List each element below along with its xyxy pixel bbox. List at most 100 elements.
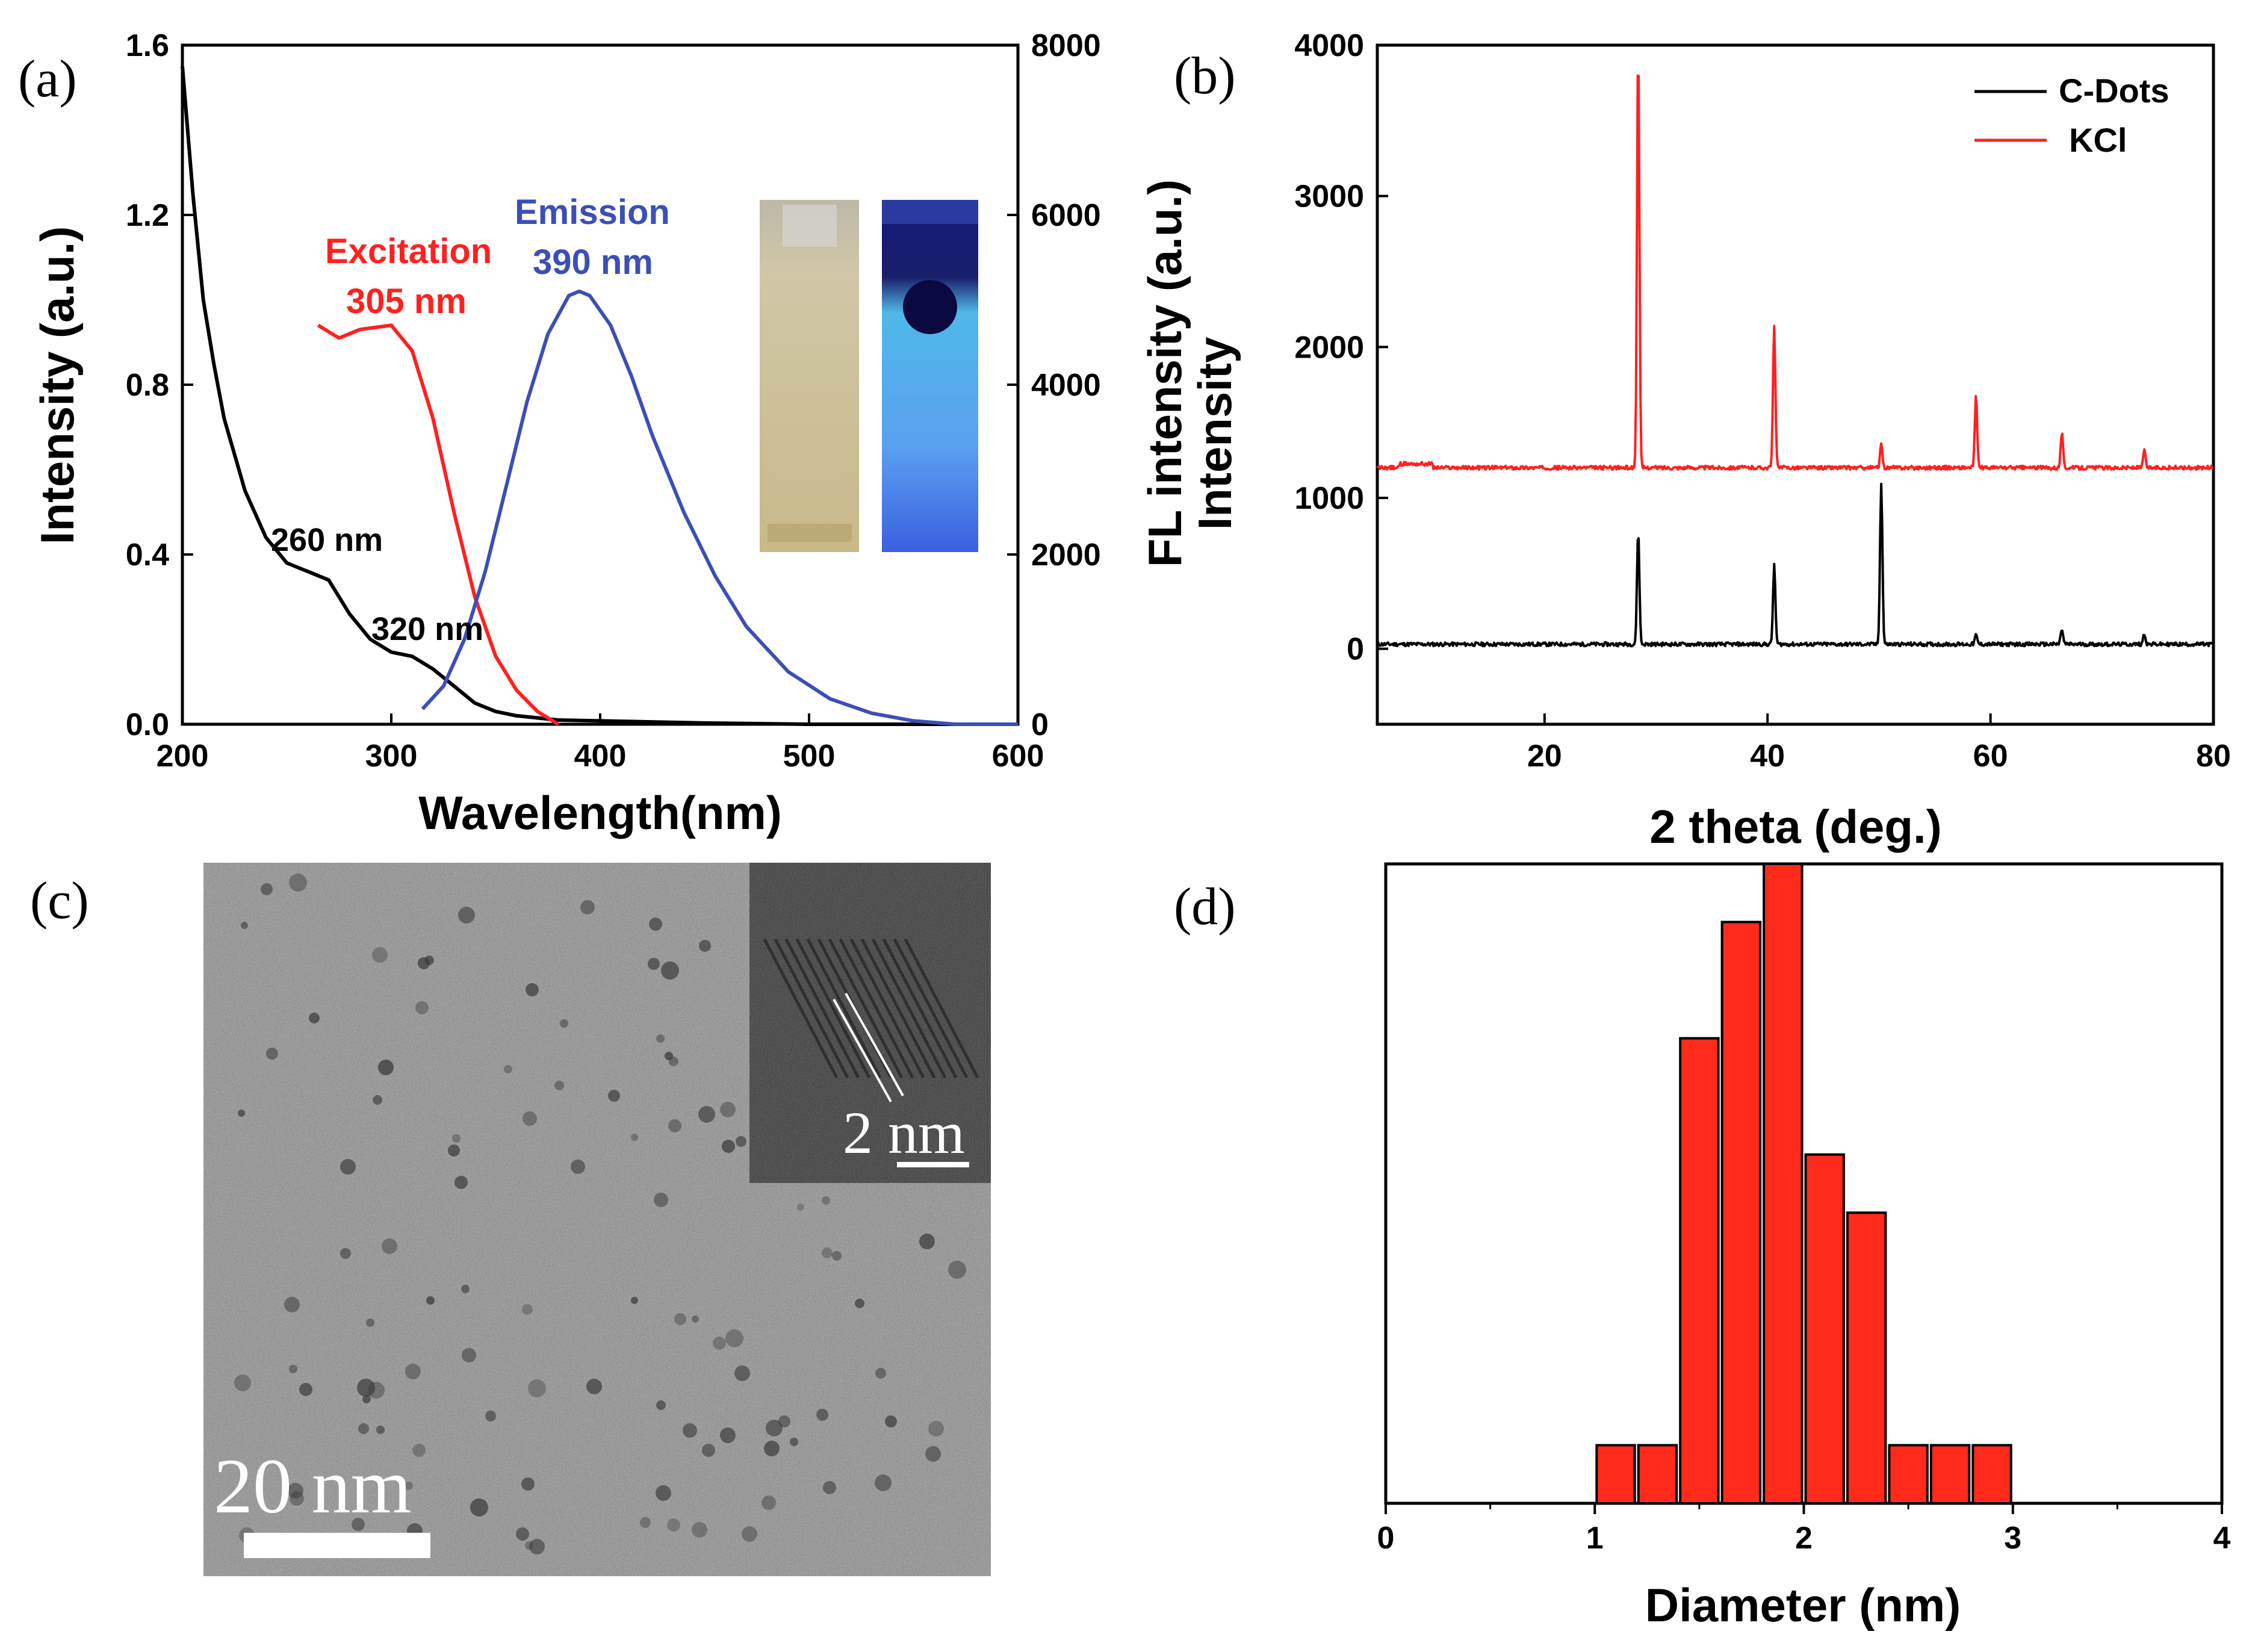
nanoparticle-dot <box>485 1411 496 1421</box>
nanoparticle-dot <box>855 1299 864 1308</box>
nanoparticle-dot <box>668 1119 681 1132</box>
nanoparticle-dot <box>266 1048 278 1060</box>
nanoparticle-dot <box>309 1013 320 1023</box>
histogram-bar <box>1971 1444 2012 1504</box>
panel-c-tem-image: 2 nm 20 nm <box>203 863 991 1576</box>
nanoparticle-dot <box>261 883 273 895</box>
nanoparticle-dot <box>426 1296 435 1305</box>
panel-a-ylabel: Intensity (a.u.) <box>31 226 84 545</box>
emission-peak-label: 390 nm <box>533 243 653 282</box>
nanoparticle-dot <box>415 1001 429 1014</box>
nanoparticle-dot <box>683 1423 697 1438</box>
vial-photo-daylight <box>760 200 859 552</box>
nanoparticle-dot <box>698 1106 715 1123</box>
panel-a-xlabel: Wavelength(nm) <box>418 786 782 839</box>
lattice-fringe <box>839 938 914 1079</box>
nanoparticle-dot <box>452 1134 461 1143</box>
b-xtick-label: 40 <box>1750 739 1785 774</box>
lattice-fringe <box>904 938 979 1079</box>
nanoparticle-dot <box>722 1140 735 1153</box>
nanoparticle-dot <box>875 1474 892 1491</box>
panel-b-xrd-chart: 20 40 60 80 0 1000 2000 3000 4000 C-Dots KCl 2 … <box>1188 28 2231 853</box>
nanoparticle-dot <box>928 1421 944 1436</box>
histogram-bar <box>1804 1153 1845 1504</box>
b-xtick-label: 60 <box>1973 739 2008 774</box>
a-xtick-label: 400 <box>574 739 627 774</box>
scale-bar-main <box>244 1533 430 1558</box>
panel-d-frame <box>1384 862 2224 1505</box>
nanoparticle-dot <box>885 1415 897 1427</box>
nanoparticle-dot <box>522 1304 533 1315</box>
nanoparticle-dot <box>648 958 660 970</box>
nanoparticle-dot <box>586 1379 602 1394</box>
nanoparticle-dot <box>571 1160 585 1174</box>
a-xtick-label: 600 <box>992 739 1044 774</box>
a-ytick-label: 1.2 <box>126 198 169 233</box>
nanoparticle-dots <box>234 874 966 1556</box>
a-ytick-label: 0.8 <box>126 368 169 403</box>
b-xtick-label: 20 <box>1527 739 1562 774</box>
nanoparticle-dot <box>640 1517 651 1528</box>
panel-b-xlabel: 2 theta (deg.) <box>1649 800 1941 853</box>
lattice-fringe <box>828 938 904 1079</box>
d-xtick-label: 1 <box>1586 1521 1604 1556</box>
nanoparticle-dot <box>373 1095 382 1105</box>
nanoparticle-dot <box>667 1518 680 1532</box>
nanoparticle-dot <box>631 1134 638 1141</box>
series-line-kcl <box>1376 74 2214 471</box>
a-ytick-right-label: 2000 <box>1031 538 1101 573</box>
panel-d-xlabel: Diameter (nm) <box>1645 1579 1961 1632</box>
nanoparticle-dot <box>560 1019 568 1028</box>
nanoparticle-dot <box>461 1285 470 1293</box>
nanoparticle-dot <box>692 1315 699 1323</box>
nanoparticle-dot <box>289 1365 297 1373</box>
label-320nm: 320 nm <box>371 611 483 647</box>
nanoparticle-dot <box>554 1081 564 1090</box>
lattice-fringe <box>806 938 882 1079</box>
b-xtick-label: 80 <box>2196 739 2231 774</box>
nanoparticle-dot <box>340 1248 351 1259</box>
b-ytick-label: 4000 <box>1294 28 1364 63</box>
nanoparticle-dot <box>875 1368 886 1379</box>
nanoparticle-dot <box>528 1379 546 1397</box>
nanoparticle-dot <box>736 1136 746 1147</box>
nanoparticle-dot <box>764 1441 780 1456</box>
lattice-fringe <box>871 938 947 1079</box>
nanoparticle-dot <box>521 1477 535 1491</box>
histogram-bar <box>1637 1444 1678 1504</box>
nanoparticle-dot <box>299 1383 312 1396</box>
vial-photo-uv <box>882 200 978 552</box>
nanoparticle-dot <box>405 1482 413 1490</box>
nanoparticle-dot <box>734 1365 750 1381</box>
lattice-fringe <box>774 938 849 1079</box>
nanoparticle-dot <box>692 1522 707 1538</box>
nanoparticle-dot <box>352 1518 365 1531</box>
nanoparticle-dot <box>504 1065 512 1073</box>
lattice-fringe <box>784 938 860 1079</box>
excitation-peak-label: 305 nm <box>346 282 467 321</box>
nanoparticle-dot <box>948 1261 966 1279</box>
nanoparticle-dot <box>340 1159 356 1175</box>
d-xtick-label: 4 <box>2213 1521 2231 1556</box>
lattice-fringe <box>849 938 925 1079</box>
series-line-emission <box>421 289 1018 726</box>
scale-bar-inset <box>897 1162 969 1167</box>
a-xtick-label: 200 <box>157 739 209 774</box>
nanoparticle-dot <box>649 918 662 931</box>
histogram-bar <box>1929 1444 1971 1504</box>
b-ytick-label: 1000 <box>1294 481 1364 516</box>
nanoparticle-dot <box>234 1374 251 1391</box>
nanoparticle-dot <box>362 1395 371 1403</box>
a-ytick-right-label: 6000 <box>1031 198 1101 233</box>
nanoparticle-dot <box>725 1329 743 1347</box>
nanoparticle-dot <box>241 922 248 929</box>
a-ytick-label: 0.0 <box>126 707 169 742</box>
panel-label-d: (d) <box>1174 878 1236 936</box>
nanoparticle-dot <box>470 1498 488 1517</box>
lattice-fringe <box>795 938 871 1079</box>
scale-label-main: 20 nm <box>214 1443 412 1530</box>
histogram-bar <box>1846 1211 1887 1505</box>
panel-a-ylabel-right: FL intensity (a.u.) <box>1138 179 1191 567</box>
scale-label-inset: 2 nm <box>843 1099 965 1166</box>
